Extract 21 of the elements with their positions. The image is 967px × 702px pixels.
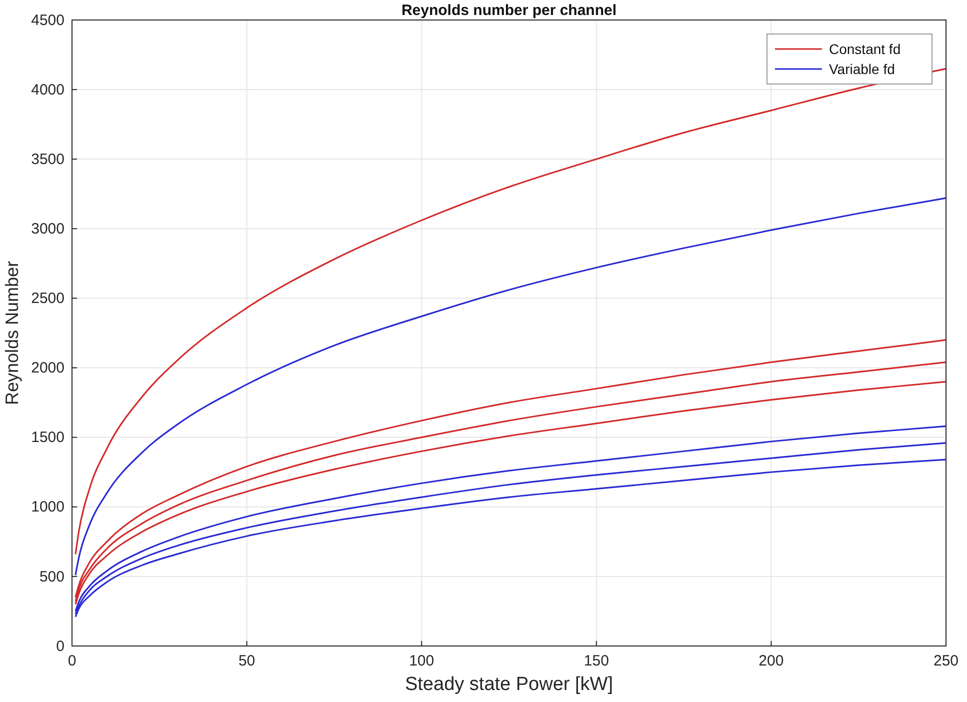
y-tick-label: 2000 [31, 360, 64, 377]
chart-title: Reynolds number per channel [401, 2, 617, 19]
y-tick-label: 3500 [31, 150, 64, 168]
y-tick-label: 1000 [31, 498, 64, 516]
y-tick-label: 4500 [31, 12, 64, 29]
y-tick-label: 2500 [31, 290, 64, 308]
y-tick-label: 3000 [31, 220, 64, 238]
legend-label: Constant fd [829, 41, 901, 57]
x-tick-label: 100 [409, 652, 434, 670]
x-tick-label: 50 [238, 652, 256, 670]
y-tick-label: 0 [56, 638, 64, 655]
x-tick-label: 250 [933, 652, 959, 670]
y-tick-label: 4000 [31, 81, 64, 98]
x-tick-label: 150 [584, 652, 609, 670]
y-axis-title: Reynolds Number [2, 260, 22, 406]
x-axis-title: Steady state Power [kW] [404, 674, 614, 695]
y-tick-label: 500 [39, 568, 64, 586]
legend-label: Variable fd [829, 61, 895, 77]
x-tick-label: 200 [758, 652, 784, 670]
x-tick-label: 0 [68, 652, 76, 670]
y-tick-label: 1500 [31, 429, 64, 446]
